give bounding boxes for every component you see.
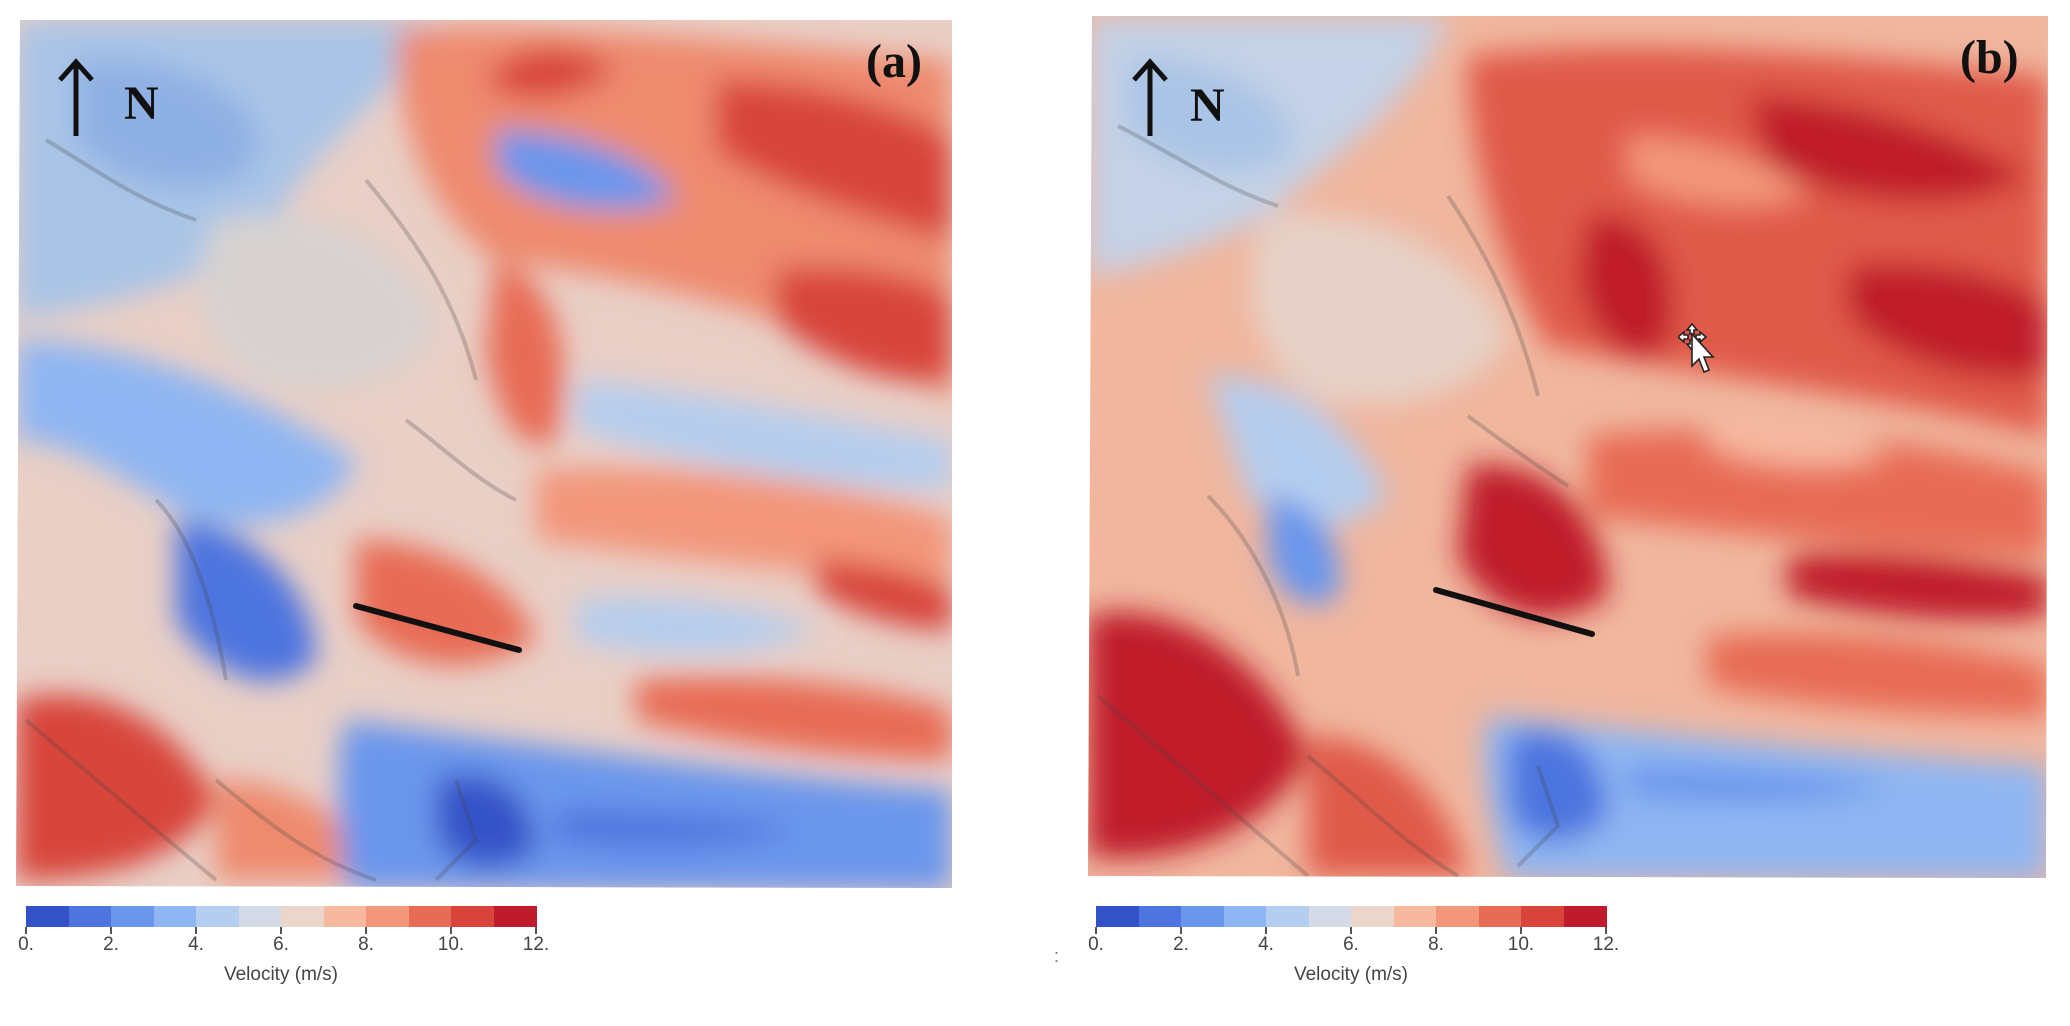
map-panel-a: N (a) [16, 20, 952, 888]
colorbar-b: 0. 2. 4. 6. 8. 10. 12. Velocity (m/s) [1088, 906, 1619, 986]
colorbar-swatch [1308, 906, 1352, 927]
colorbar-title: Velocity (m/s) [1293, 964, 1409, 985]
colorbar-swatch [408, 906, 452, 927]
colorbar-swatch [493, 906, 537, 927]
colorbar-tick-label: 6. [1343, 934, 1359, 955]
colorbar-tick-label: 10. [437, 934, 465, 955]
colorbar-swatch [238, 906, 282, 927]
colorbar-a: 0. 2. 4. 6. 8. 10. 12. Velocity (m/s) [18, 906, 549, 986]
colorbar-tick-label: 0. [18, 934, 34, 955]
velocity-map-b [1088, 16, 2048, 878]
colorbar-swatch [1266, 906, 1309, 927]
colorbar-tick-label: 10. [1507, 934, 1535, 955]
colorbar-tick-label: 0. [1088, 934, 1104, 955]
colorbar-swatch [1351, 906, 1394, 927]
arrow-up-icon [1132, 58, 1168, 136]
colorbar-tick-label: 8. [358, 934, 374, 955]
colorbar-tick [195, 927, 197, 934]
colorbar-tick [110, 927, 112, 934]
colorbar-tick [365, 927, 367, 934]
colorbar-swatch [1223, 906, 1267, 927]
colorbar-tick [1265, 927, 1267, 934]
colorbar-swatch [1393, 906, 1437, 927]
colorbar-tick [1435, 927, 1437, 934]
colorbar-swatch [1096, 906, 1139, 927]
colorbar-swatch [153, 906, 197, 927]
colorbar-tick [450, 927, 452, 934]
colorbar-tick [25, 927, 27, 934]
colorbar-swatch [1563, 906, 1607, 927]
colorbar-tick [1605, 927, 1607, 934]
colorbar-swatch [1478, 906, 1522, 927]
north-label: N [1190, 79, 1225, 132]
move-cursor-icon [1678, 322, 1715, 374]
colorbar-tick-label: 2. [103, 934, 119, 955]
transect-line-a [353, 603, 522, 653]
colorbar-tick [1350, 927, 1352, 934]
colorbar-tick [280, 927, 282, 934]
colorbar-tick-label: 4. [188, 934, 204, 955]
north-label: N [124, 77, 159, 130]
colorbar-swatch [281, 906, 324, 927]
colorbar-swatch [26, 906, 69, 927]
colorbar-tick [1095, 927, 1097, 934]
panel-label-a: (a) [866, 35, 922, 88]
colorbar-tick [1180, 927, 1182, 934]
panel-label-b: (b) [1960, 31, 2019, 84]
colorbar-tick-label: 12. [522, 934, 550, 955]
colorbar-tick-label: 8. [1428, 934, 1444, 955]
stray-mark: : [1054, 946, 1060, 966]
colorbar-tick-label: 4. [1258, 934, 1274, 955]
colorbar-swatch [323, 906, 367, 927]
colorbar-swatch [68, 906, 112, 927]
colorbar-tick-label: 6. [273, 934, 289, 955]
colorbar-swatch [196, 906, 239, 927]
colorbar-tick-label: 12. [1592, 934, 1620, 955]
colorbar-swatch [1436, 906, 1479, 927]
transect-line-b [1433, 587, 1595, 637]
map-panel-b: N (b) [1088, 16, 2048, 878]
colorbar-swatch [1181, 906, 1224, 927]
arrow-up-icon [58, 58, 94, 136]
colorbar-swatch [451, 906, 494, 927]
colorbar-swatch [1138, 906, 1182, 927]
colorbar-swatch [366, 906, 409, 927]
colorbar-swatch [1521, 906, 1564, 927]
colorbar-tick [1520, 927, 1522, 934]
velocity-map-a [16, 20, 952, 888]
colorbar-tick [535, 927, 537, 934]
colorbar-tick-label: 2. [1173, 934, 1189, 955]
colorbar-title: Velocity (m/s) [223, 964, 339, 985]
colorbar-swatch [111, 906, 154, 927]
